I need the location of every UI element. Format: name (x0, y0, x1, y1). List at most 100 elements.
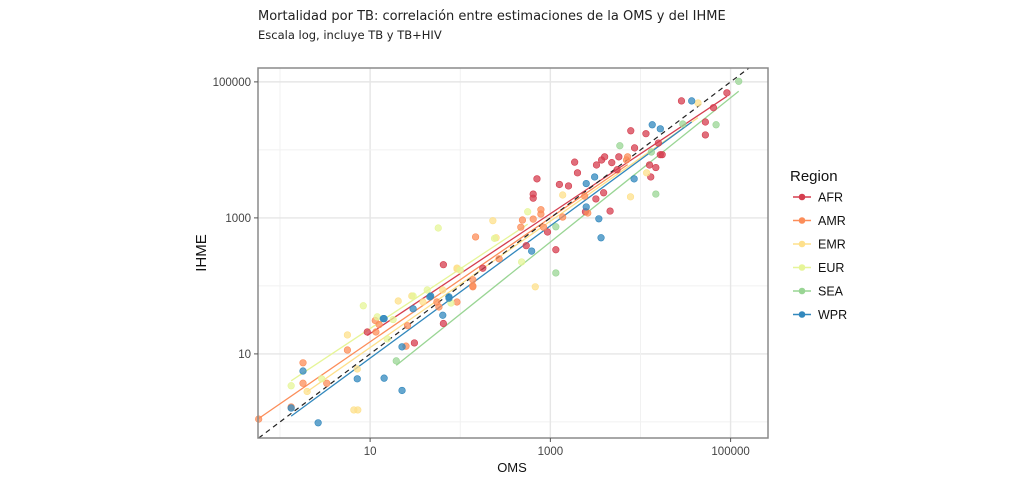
legend-item-wpr: WPR (793, 308, 847, 322)
data-point-eur (434, 224, 442, 232)
data-point-afr (597, 156, 606, 164)
data-point-amr (375, 320, 383, 329)
legend-item-sea: SEA (793, 285, 844, 299)
data-point-afr (543, 228, 552, 236)
data-point-amr (529, 215, 537, 223)
legend-label: EMR (818, 238, 846, 252)
legend-key-dot (798, 217, 806, 224)
fit-line-wpr (290, 121, 693, 417)
identity-reference-line (258, 67, 750, 439)
data-point-sea (552, 223, 560, 231)
data-point-sea (652, 190, 660, 198)
data-point-afr (701, 118, 709, 126)
data-point-amr (469, 276, 477, 284)
data-point-amr (581, 192, 589, 200)
data-point-wpr (597, 234, 605, 242)
data-point-afr (592, 161, 601, 169)
data-point-afr (613, 166, 621, 174)
data-point-wpr (591, 173, 599, 181)
data-point-afr (533, 175, 541, 183)
data-point-afr (645, 161, 654, 169)
chart-title: Mortalidad por TB: correlación entre est… (258, 9, 726, 24)
data-point-wpr (630, 175, 638, 183)
data-point-wpr (426, 293, 434, 301)
data-point-emr (694, 99, 702, 107)
legend-key-dot (798, 264, 806, 271)
data-point-amr (299, 359, 307, 367)
data-point-amr (518, 216, 527, 224)
data-point-emr (303, 387, 311, 396)
data-point-afr (654, 139, 662, 147)
data-point-emr (419, 298, 427, 306)
data-point-eur (456, 266, 464, 274)
data-point-afr (573, 169, 582, 177)
data-point-wpr (582, 203, 590, 211)
data-point-eur (518, 258, 526, 266)
data-point-emr (559, 191, 567, 199)
legend-title: Region (790, 168, 838, 185)
data-point-afr (600, 189, 608, 197)
legend-item-afr: AFR (793, 191, 843, 205)
data-point-amr (403, 322, 412, 330)
data-point-wpr (528, 247, 536, 255)
data-point-eur (287, 382, 295, 390)
fit-line-emr (306, 117, 699, 393)
axes: 10 1000 100000 10 1000 100000 (213, 77, 750, 458)
fit-lines (258, 90, 740, 420)
data-point-afr (363, 328, 371, 336)
legend-key-dot (798, 287, 806, 295)
data-point-eur (318, 375, 326, 383)
data-point-afr (723, 89, 731, 97)
data-point-amr (343, 346, 352, 354)
data-point-wpr (648, 121, 656, 129)
data-point-sea (616, 142, 624, 150)
data-point-afr (606, 207, 614, 215)
data-point-wpr (582, 179, 590, 188)
data-point-eur (383, 335, 391, 343)
legend-label: AFR (818, 191, 843, 205)
data-point-sea (392, 357, 400, 365)
data-point-amr (435, 303, 443, 311)
data-point-afr (630, 144, 639, 152)
data-point-amr (453, 298, 461, 306)
legend-key-dot (798, 240, 806, 248)
data-point-sea (735, 77, 743, 85)
data-point-afr (529, 194, 537, 202)
plot-border (257, 67, 769, 439)
data-point-amr (584, 209, 592, 217)
data-point-amr (495, 255, 503, 263)
data-point-sea (712, 121, 720, 129)
legend-label: WPR (818, 308, 847, 322)
chart-subtitle: Escala log, incluye TB y TB+HIV (258, 28, 442, 42)
x-tick-label: 100000 (711, 446, 749, 458)
data-point-eur (373, 313, 381, 321)
data-point-sea (679, 120, 687, 128)
y-tick-label: 10 (238, 349, 251, 361)
data-point-amr (471, 233, 480, 241)
data-point-amr (323, 379, 331, 387)
data-point-afr (592, 195, 600, 203)
data-point-afr (677, 97, 686, 105)
data-point-eur (490, 234, 499, 242)
legend-label: EUR (818, 261, 844, 275)
data-points (255, 77, 743, 427)
data-point-amr (372, 328, 380, 336)
y-tick-label: 100000 (213, 77, 251, 89)
data-point-afr (555, 180, 564, 189)
data-point-afr (564, 182, 573, 190)
data-point-afr (410, 339, 419, 347)
data-point-eur (359, 302, 367, 310)
data-point-emr (531, 283, 539, 291)
x-tick-label: 1000 (538, 446, 564, 458)
data-point-emr (439, 286, 447, 294)
data-point-amr (559, 213, 567, 221)
data-point-amr (539, 223, 548, 231)
data-point-afr (479, 264, 487, 272)
data-point-amr (537, 206, 545, 214)
data-point-wpr (595, 215, 603, 223)
y-axis-label: IHME (193, 234, 210, 272)
data-point-afr (522, 242, 530, 250)
legend-item-emr: EMR (793, 238, 846, 252)
data-point-wpr (656, 125, 664, 133)
x-axis-label: OMS (497, 460, 527, 475)
